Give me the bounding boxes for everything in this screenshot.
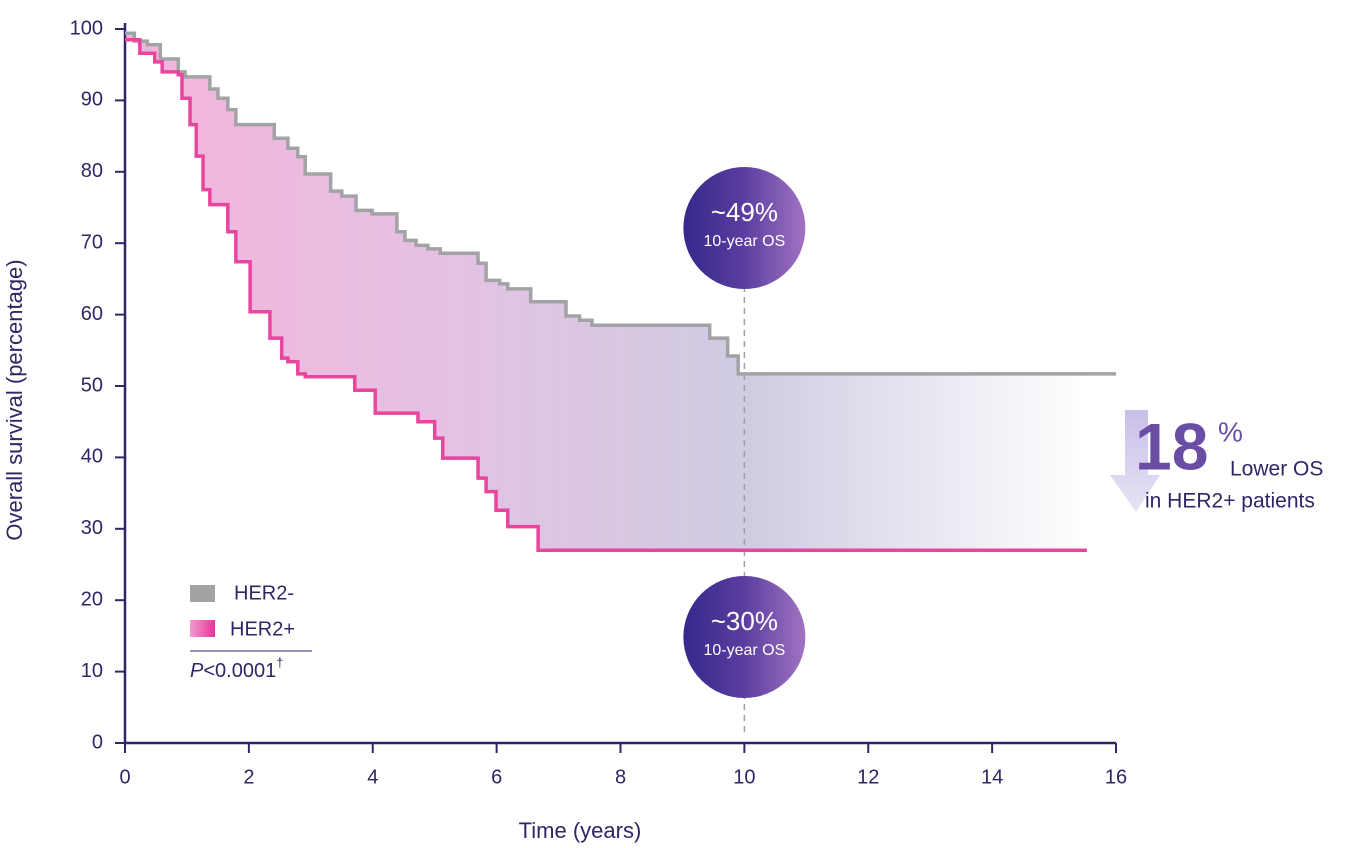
legend-swatch	[190, 620, 215, 637]
y-tick-label: 40	[81, 446, 103, 468]
x-axis-title: Time (years)	[519, 818, 642, 843]
x-tick-label: 4	[367, 766, 378, 788]
x-tick-label: 12	[857, 766, 879, 788]
y-tick-label: 50	[81, 374, 103, 396]
x-tick-label: 14	[981, 766, 1003, 788]
arrow-down	[1110, 410, 1160, 512]
x-tick-label: 6	[491, 766, 502, 788]
y-tick-label: 70	[81, 231, 103, 253]
difference-line1: Lower OS	[1230, 458, 1323, 481]
legend-swatch	[190, 585, 215, 602]
difference-value: 18	[1135, 409, 1208, 483]
y-tick-label: 10	[81, 660, 103, 682]
annotation-sublabel: 10-year OS	[703, 642, 785, 659]
y-tick-label: 0	[92, 731, 103, 753]
x-tick-label: 16	[1105, 766, 1127, 788]
legend-label: HER2+	[230, 618, 295, 640]
gap-fill	[125, 33, 1087, 551]
survival-curve	[125, 37, 1087, 552]
y-tick-label: 20	[81, 588, 103, 610]
y-tick-label: 30	[81, 517, 103, 539]
y-tick-label: 90	[81, 89, 103, 111]
p-italic: P	[190, 660, 204, 682]
p-text: <0.0001	[203, 660, 276, 682]
x-tick-label: 0	[119, 766, 130, 788]
x-tick-label: 2	[243, 766, 254, 788]
y-tick-label: 100	[70, 17, 103, 39]
annotation-bubble	[683, 576, 806, 698]
y-tick-label: 80	[81, 160, 103, 182]
survival-curve	[125, 31, 1116, 376]
p-value: P<0.0001†	[190, 655, 283, 682]
difference-line2: in HER2+ patients	[1145, 490, 1315, 513]
y-tick-label: 60	[81, 303, 103, 325]
annotation-sublabel: 10-year OS	[703, 233, 785, 250]
x-tick-label: 10	[733, 766, 755, 788]
legend-label: HER2-	[234, 582, 294, 604]
y-axis-title: Overall survival (percentage)	[2, 259, 27, 540]
x-tick-label: 8	[615, 766, 626, 788]
annotation-bubble	[683, 167, 806, 289]
annotation-label: ~49%	[711, 197, 778, 227]
annotation-label: ~30%	[711, 606, 778, 636]
p-sup: †	[276, 655, 283, 670]
difference-unit: %	[1218, 416, 1243, 447]
